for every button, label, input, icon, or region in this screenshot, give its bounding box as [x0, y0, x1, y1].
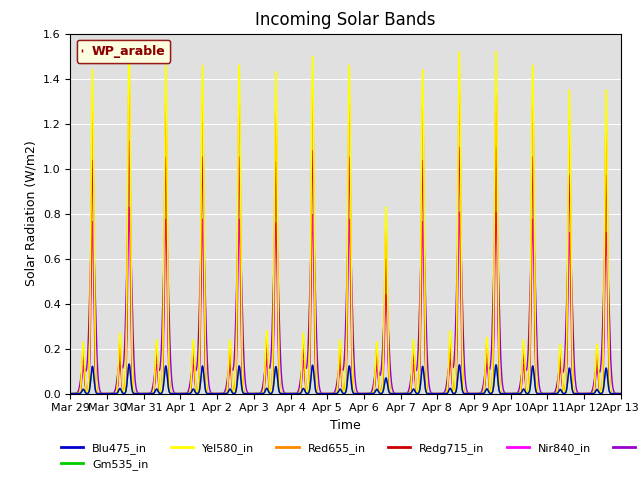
Blu475_in	[273, 366, 280, 372]
Blu475_in	[617, 391, 625, 396]
Line: Redg715_in: Redg715_in	[70, 141, 621, 394]
Blu475_in	[125, 361, 133, 367]
Redg715_in	[615, 391, 623, 396]
Nir945_in	[184, 388, 192, 394]
Nir945_in	[500, 388, 508, 394]
Nir945_in	[125, 204, 133, 210]
Yel580_in	[617, 391, 625, 396]
Gm535_in	[67, 391, 74, 396]
Gm535_in	[422, 387, 429, 393]
Redg715_in	[422, 358, 429, 364]
Nir945_in	[67, 391, 74, 396]
Gm535_in	[184, 391, 192, 396]
Red655_in	[125, 75, 133, 81]
Nir840_in	[617, 391, 625, 396]
Nir840_in	[179, 391, 186, 396]
Nir945_in	[615, 391, 623, 396]
Gm535_in	[273, 366, 280, 372]
Red655_in	[617, 391, 625, 396]
Blu475_in	[184, 391, 192, 396]
Blu475_in	[615, 391, 623, 396]
Redg715_in	[184, 391, 192, 396]
Gm535_in	[125, 361, 133, 367]
Red655_in	[422, 350, 429, 356]
Line: Nir945_in: Nir945_in	[70, 207, 621, 394]
Nir840_in	[273, 235, 280, 240]
Red655_in	[67, 391, 74, 396]
Nir840_in	[422, 367, 429, 372]
Nir945_in	[422, 297, 429, 303]
Redg715_in	[500, 391, 508, 396]
Red655_in	[500, 391, 508, 396]
Line: Blu475_in: Blu475_in	[70, 364, 621, 394]
Nir840_in	[500, 391, 508, 396]
Red655_in	[615, 391, 623, 396]
Nir840_in	[67, 391, 74, 396]
Blu475_in	[179, 391, 186, 396]
Gm535_in	[500, 391, 508, 396]
Nir840_in	[615, 391, 623, 396]
Yel580_in	[273, 96, 280, 102]
Yel580_in	[422, 345, 429, 351]
Line: Gm535_in: Gm535_in	[70, 364, 621, 394]
Gm535_in	[179, 391, 186, 396]
Redg715_in	[273, 179, 280, 184]
Redg715_in	[67, 391, 74, 396]
Red655_in	[273, 125, 280, 131]
Nir945_in	[273, 225, 280, 230]
Yel580_in	[179, 391, 186, 396]
Legend: WP_arable: WP_arable	[77, 40, 170, 63]
X-axis label: Time: Time	[330, 419, 361, 432]
Line: Nir840_in: Nir840_in	[70, 207, 621, 394]
Yel580_in	[615, 391, 623, 396]
Line: Red655_in: Red655_in	[70, 78, 621, 394]
Red655_in	[184, 391, 192, 396]
Yel580_in	[67, 391, 74, 396]
Nir945_in	[617, 391, 625, 396]
Nir840_in	[125, 204, 133, 210]
Nir945_in	[179, 391, 186, 396]
Redg715_in	[179, 391, 186, 396]
Redg715_in	[617, 391, 625, 396]
Legend: Blu475_in, Gm535_in, Yel580_in, Red655_in, Redg715_in, Nir840_in, Nir945_in: Blu475_in, Gm535_in, Yel580_in, Red655_i…	[57, 438, 640, 474]
Yel580_in	[184, 391, 192, 396]
Red655_in	[179, 391, 186, 396]
Gm535_in	[615, 391, 623, 396]
Redg715_in	[125, 138, 133, 144]
Blu475_in	[67, 391, 74, 396]
Line: Yel580_in: Yel580_in	[70, 43, 621, 394]
Gm535_in	[617, 391, 625, 396]
Blu475_in	[422, 387, 429, 393]
Yel580_in	[500, 391, 508, 396]
Blu475_in	[500, 391, 508, 396]
Yel580_in	[125, 40, 133, 46]
Title: Incoming Solar Bands: Incoming Solar Bands	[255, 11, 436, 29]
Y-axis label: Solar Radiation (W/m2): Solar Radiation (W/m2)	[24, 141, 37, 287]
Nir840_in	[184, 391, 192, 396]
